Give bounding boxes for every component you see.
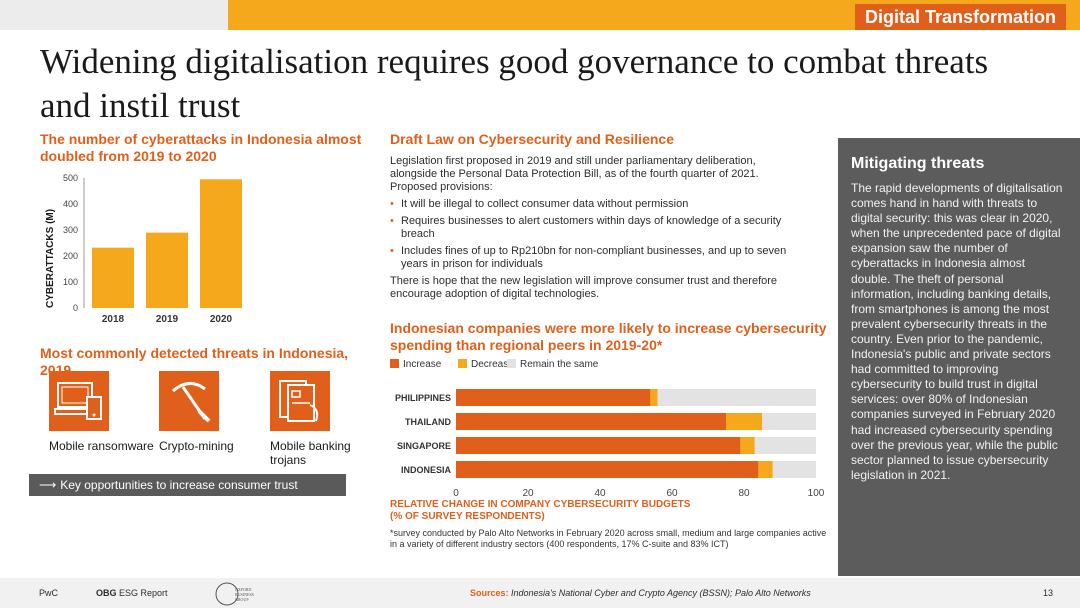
threat-label: Mobile ransomware (49, 439, 154, 453)
logo-line: GROUP (235, 597, 249, 602)
x-tick-label: 40 (594, 488, 606, 499)
list-item: It will be illegal to collect consumer d… (390, 198, 790, 211)
threats-title: Most commonly detected threats in Indone… (40, 345, 349, 378)
footer: PwC OBG ESG Report OXFORD BUSINESS GROUP… (0, 578, 1080, 608)
sidebar-mitigating-threats: Mitigating threats The rapid development… (838, 138, 1080, 576)
legend-swatch-1 (458, 359, 467, 368)
footer-sources-text: Indonesia's National Cyber and Crypto Ag… (511, 588, 811, 598)
arrow-right-icon: ⟶ (39, 478, 57, 492)
x-tick-label: 2019 (156, 314, 179, 325)
x-tick-label: 20 (522, 488, 534, 499)
bar-2019 (146, 232, 188, 308)
legend-swatch-2 (507, 359, 516, 368)
axis-title-line: RELATIVE CHANGE IN COMPANY CYBERSECURITY… (390, 499, 691, 510)
x-tick-label: 2018 (102, 314, 125, 325)
x-tick-label: 60 (666, 488, 678, 499)
draft-law-closing: There is hope that the new legislation w… (390, 275, 778, 300)
pickaxe-icon (159, 371, 219, 431)
logo-line: BUSINESS (235, 592, 254, 597)
footer-sources: Sources: Indonesia's National Cyber and … (470, 588, 811, 598)
threat-item-mobile-ransomware: Mobile ransomware (49, 371, 159, 453)
draft-law-body: Legislation first proposed in 2019 and s… (390, 155, 790, 305)
footer-pwc: PwC (39, 588, 59, 598)
threat-item-crypto-mining: Crypto-mining (159, 371, 269, 453)
logo-line: OXFORD (235, 587, 252, 592)
page-title: Widening digitalisation requires good go… (40, 42, 989, 125)
bar-2018 (92, 247, 134, 308)
budget-chart-title: Indonesian companies were more likely to… (390, 320, 827, 353)
budget-chart-axis-title: RELATIVE CHANGE IN COMPANY CYBERSECURITY… (390, 499, 790, 523)
draft-law-title: Draft Law on Cybersecurity and Resilienc… (390, 131, 674, 147)
bar-thailand-0 (456, 413, 726, 430)
cyberattacks-chart: CYBERATTACKS (M) 0 100 200 300 400 500 2018 20… (45, 173, 242, 325)
y-tick-label: 500 (63, 173, 78, 183)
budget-chart-footnote: *survey conducted by Palo Alto Networks … (390, 528, 827, 549)
y-tick-label: 100 (63, 277, 78, 287)
bar-philippines-2 (657, 389, 816, 406)
footer-report-suffix: ESG Report (119, 588, 168, 598)
bar-singapore-0 (456, 437, 741, 454)
cyberattacks-chart-title: The number of cyberattacks in Indonesia … (40, 131, 362, 164)
bar-2020 (200, 179, 242, 308)
x-tick-label: 80 (738, 488, 750, 499)
key-opportunities-link[interactable]: ⟶ Key opportunities to increase consumer … (29, 474, 346, 496)
category-label: THAILAND (405, 417, 451, 427)
bar-philippines-0 (456, 389, 651, 406)
y-tick-label: 200 (63, 251, 78, 261)
draft-law-intro: Legislation first proposed in 2019 and s… (390, 155, 759, 193)
sidebar-title: Mitigating threats (851, 155, 985, 172)
bar-philippines-1 (650, 389, 658, 406)
sidebar-body: The rapid developments of digitalisation… (851, 181, 1063, 482)
threat-label: Crypto-mining (159, 439, 234, 453)
category-label: PHILIPPINES (395, 393, 451, 403)
legend-label: Decrease (471, 359, 514, 370)
x-tick-label: 100 (808, 488, 825, 499)
header-bar-grey (0, 0, 228, 30)
category-label: INDONESIA (401, 465, 452, 475)
x-tick-label: 0 (453, 488, 459, 499)
footer-sources-label: Sources: (470, 588, 509, 598)
footer-report-brand: OBG (96, 588, 117, 598)
x-tick-label: 2020 (210, 314, 233, 325)
threat-item-mobile-banking-trojans: Mobile banking trojans (270, 371, 380, 467)
y-axis-label: CYBERATTACKS (M) (45, 209, 56, 308)
oxford-business-group-logo: OXFORD BUSINESS GROUP (215, 582, 254, 606)
footer-report: OBG ESG Report (96, 588, 168, 598)
bar-thailand-1 (726, 413, 762, 430)
draft-law-bullets: It will be illegal to collect consumer d… (390, 198, 790, 271)
list-item: Requires businesses to alert customers w… (390, 215, 790, 241)
y-tick-label: 0 (73, 303, 78, 313)
bar-thailand-2 (762, 413, 816, 430)
footer-page-number: 13 (1043, 588, 1054, 598)
legend-label: Increase (403, 359, 442, 370)
bar-singapore-1 (740, 437, 755, 454)
section-tag: Digital Transformation (854, 4, 1066, 30)
list-item: Includes fines of up to Rp210bn for non-… (390, 245, 790, 271)
mobile-ransomware-icon (49, 371, 109, 431)
budget-chart: Increase Decrease Remain the same PHILIPPI… (390, 359, 825, 499)
y-tick-label: 400 (63, 199, 78, 209)
bar-singapore-2 (754, 437, 816, 454)
y-tick-label: 300 (63, 225, 78, 235)
banking-cards-icon (270, 371, 330, 431)
legend-swatch-0 (390, 359, 399, 368)
category-label: SINGAPORE (397, 441, 451, 451)
bar-indonesia-0 (456, 461, 759, 478)
threat-label: Mobile banking trojans (270, 439, 351, 467)
legend-label: Remain the same (520, 359, 599, 370)
axis-subtitle-line: (% OF SURVEY RESPONDENTS) (390, 511, 545, 522)
key-opportunities-label: Key opportunities to increase consumer t… (60, 478, 298, 492)
bar-indonesia-2 (772, 461, 816, 478)
bar-indonesia-1 (758, 461, 773, 478)
